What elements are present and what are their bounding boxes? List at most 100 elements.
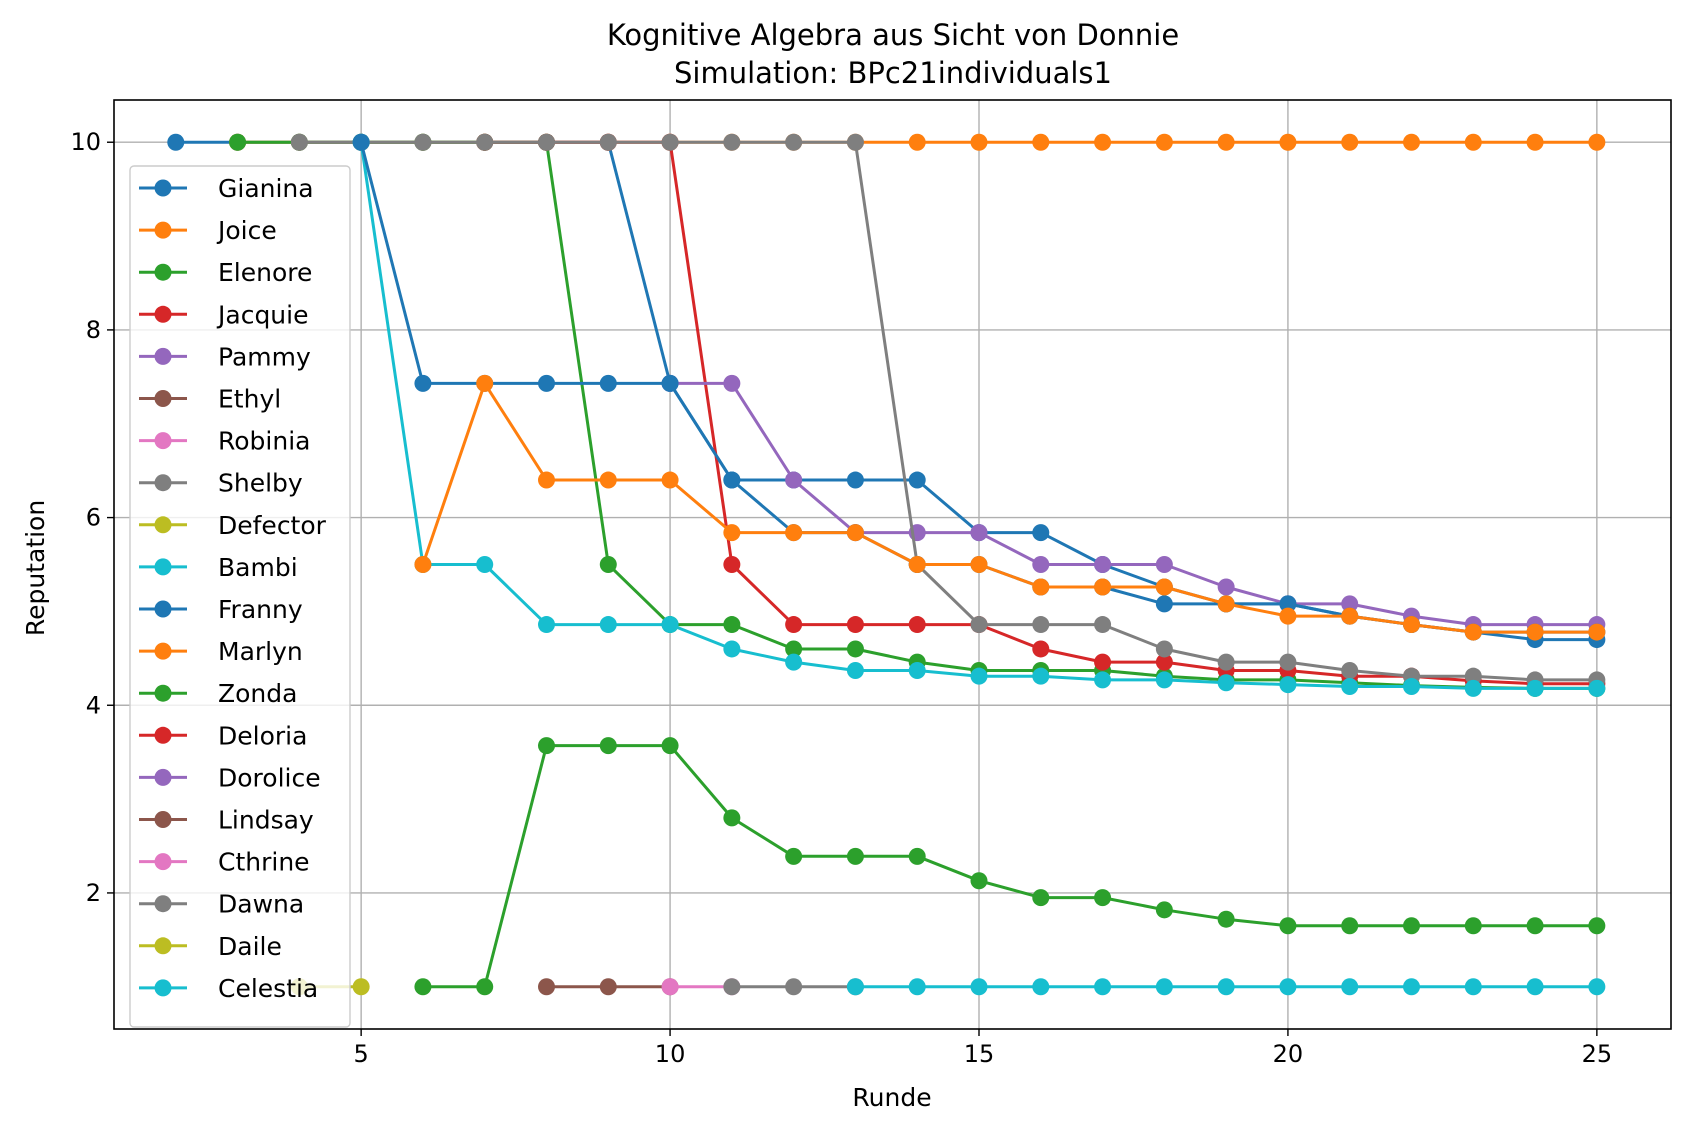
data-point [1217,133,1235,151]
data-point [1032,889,1050,907]
data-point [1341,133,1359,151]
data-point [908,133,926,151]
legend-marker [154,474,172,492]
legend-marker [154,642,172,660]
data-point [970,667,988,685]
legend-label: Deloria [218,721,307,750]
data-point [1094,556,1112,573]
data-point [1217,595,1235,613]
data-point [1032,578,1050,596]
data-point [290,133,308,151]
data-point [1155,133,1173,151]
legend-item: Ethyl [139,385,281,414]
data-point [1279,607,1297,625]
legend-marker [154,390,172,407]
data-point [1032,978,1050,996]
data-point [1341,677,1359,695]
data-point [476,556,494,573]
data-point [1279,676,1297,694]
data-point [723,133,741,151]
legend-item: Deloria [139,721,307,750]
data-point [908,616,926,634]
legend-marker [154,516,172,534]
data-point [1094,616,1112,634]
legend-item: Lindsay [139,806,314,835]
legend-label: Joice [216,216,277,245]
data-point [661,374,679,392]
x-tick-label: 25 [1582,1040,1613,1068]
legend-item: Shelby [139,469,303,498]
y-axis-label: Reputation [21,500,50,636]
data-point [846,524,864,542]
series-shelby [290,133,1606,689]
data-point [1526,917,1544,935]
data-point [661,616,679,634]
data-point [599,556,617,573]
data-point [970,133,988,151]
series-line [670,381,1597,627]
data-point [1155,556,1173,573]
plot-frame [113,99,1672,1030]
data-point [1588,978,1606,996]
data-point [970,556,988,573]
plot-series [167,133,1606,996]
data-point [1526,623,1544,641]
data-point [723,471,741,489]
data-point [414,374,432,392]
data-point [1094,133,1112,151]
data-point [1526,133,1544,151]
data-point [1403,917,1420,935]
legend-item: Celestia [139,974,318,1003]
legend-marker [154,432,172,450]
data-point [352,133,370,151]
data-point [1217,653,1235,671]
legend-marker [154,726,172,744]
legend-item: Daile [139,932,282,961]
data-point [1341,978,1359,996]
data-point [1588,623,1606,641]
data-point [785,978,803,996]
data-point [1464,133,1482,151]
x-axis-label: Runde [852,1083,931,1112]
legend-label: Elenore [218,258,312,287]
data-point [476,374,494,392]
data-point [1032,556,1050,573]
data-point [661,978,679,996]
data-point [846,662,864,680]
data-point [970,978,988,996]
data-point [846,640,864,658]
data-point [1588,679,1606,697]
legend-marker [154,305,172,323]
legend-marker [154,600,172,618]
data-point [352,978,370,996]
data-point [1155,595,1173,613]
data-point [1588,917,1606,935]
data-point [599,978,617,996]
data-point [908,847,926,865]
data-point [1217,910,1235,928]
legend-item: Robinia [139,427,310,456]
data-point [1032,133,1050,151]
data-point [846,616,864,634]
series-line [299,140,1597,682]
data-point [1588,133,1606,151]
data-point [1279,595,1297,613]
data-point [538,737,555,755]
data-point [661,133,679,151]
data-point [970,524,988,542]
data-point [661,471,679,489]
legend-marker [154,895,172,913]
x-tick-label: 5 [354,1040,369,1068]
data-point [167,133,185,151]
data-point [1094,578,1112,596]
data-point [1526,679,1544,697]
data-point [1403,133,1420,151]
data-point [1094,889,1112,907]
data-point [1155,653,1173,671]
data-point [908,978,926,996]
legend-item: Bambi [139,553,298,582]
x-tick-label: 10 [655,1040,686,1068]
data-point [476,978,494,996]
data-point [970,616,988,634]
